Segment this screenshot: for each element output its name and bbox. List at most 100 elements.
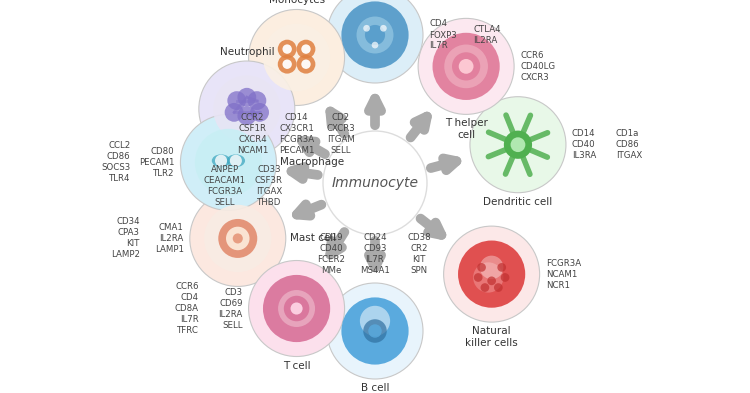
Circle shape <box>444 44 488 88</box>
Circle shape <box>323 131 427 235</box>
Circle shape <box>363 25 370 32</box>
Text: SELL: SELL <box>222 321 242 329</box>
Circle shape <box>360 306 390 336</box>
Circle shape <box>341 298 409 365</box>
Text: FCER2: FCER2 <box>317 255 345 264</box>
Text: ITGAM: ITGAM <box>327 136 355 145</box>
Circle shape <box>296 55 316 73</box>
Text: SOCS3: SOCS3 <box>101 163 130 173</box>
Circle shape <box>215 155 227 167</box>
Text: CD38: CD38 <box>407 233 430 242</box>
Circle shape <box>263 24 330 91</box>
Circle shape <box>474 273 482 282</box>
Text: CD93: CD93 <box>363 244 387 253</box>
Text: CCR6: CCR6 <box>520 51 544 60</box>
Circle shape <box>356 17 394 53</box>
Circle shape <box>227 91 246 110</box>
Circle shape <box>232 233 243 244</box>
Text: FCGR3A: FCGR3A <box>546 259 580 268</box>
Text: IL2RA: IL2RA <box>160 234 184 243</box>
Text: NCAM1: NCAM1 <box>237 147 268 156</box>
Circle shape <box>278 290 315 327</box>
Circle shape <box>226 227 250 250</box>
Circle shape <box>477 263 486 272</box>
Text: CD4: CD4 <box>429 20 447 29</box>
Text: Macrophage: Macrophage <box>280 158 344 167</box>
Text: CD69: CD69 <box>219 299 242 307</box>
Circle shape <box>341 2 409 69</box>
Text: CD86: CD86 <box>616 140 640 149</box>
Text: CSF3R: CSF3R <box>255 176 283 185</box>
Text: B cell: B cell <box>361 383 389 393</box>
Circle shape <box>278 40 296 59</box>
Text: IL7R: IL7R <box>180 315 199 324</box>
Text: Neutrophil: Neutrophil <box>220 47 274 57</box>
Text: CD24: CD24 <box>363 233 387 242</box>
Text: IL2RA: IL2RA <box>473 36 497 45</box>
Text: Monocytes: Monocytes <box>268 0 325 6</box>
Text: CD4: CD4 <box>181 293 199 302</box>
Text: SELL: SELL <box>214 198 235 207</box>
Text: CD40: CD40 <box>572 140 596 149</box>
Circle shape <box>470 97 566 193</box>
Circle shape <box>238 88 256 107</box>
Text: PECAM1: PECAM1 <box>139 158 175 167</box>
Text: T cell: T cell <box>283 360 310 371</box>
Text: Mast cell: Mast cell <box>290 233 336 243</box>
Circle shape <box>418 18 514 114</box>
Circle shape <box>488 276 496 285</box>
Circle shape <box>494 283 502 292</box>
Text: CXCR3: CXCR3 <box>326 125 355 134</box>
Text: IL2RA: IL2RA <box>218 310 242 318</box>
Circle shape <box>190 191 286 286</box>
Text: IL7R: IL7R <box>429 42 448 50</box>
Text: Immunocyte: Immunocyte <box>332 176 419 190</box>
Text: ITGAX: ITGAX <box>256 187 282 196</box>
Text: CMA1: CMA1 <box>159 223 184 232</box>
Text: CD14: CD14 <box>572 129 596 138</box>
Circle shape <box>218 219 257 258</box>
Circle shape <box>504 130 532 159</box>
Circle shape <box>380 25 387 32</box>
Circle shape <box>251 103 269 122</box>
Ellipse shape <box>226 154 245 167</box>
Text: SPN: SPN <box>410 266 428 275</box>
Circle shape <box>213 75 280 143</box>
Ellipse shape <box>211 154 230 167</box>
Text: CD34: CD34 <box>116 217 140 226</box>
Text: TFRC: TFRC <box>177 326 199 335</box>
Circle shape <box>327 0 423 83</box>
Text: NCAM1: NCAM1 <box>546 270 577 279</box>
Text: CXCR4: CXCR4 <box>238 136 267 145</box>
Circle shape <box>365 25 385 45</box>
Circle shape <box>204 205 272 272</box>
Text: LAMP1: LAMP1 <box>154 245 184 254</box>
Circle shape <box>327 283 423 379</box>
Text: MMe: MMe <box>321 266 341 275</box>
Circle shape <box>444 226 540 322</box>
Text: CD33: CD33 <box>257 165 280 174</box>
Text: ITGAX: ITGAX <box>616 151 642 160</box>
Circle shape <box>458 241 525 308</box>
Circle shape <box>473 263 503 293</box>
Circle shape <box>368 324 382 338</box>
Text: CXCR3: CXCR3 <box>520 73 549 82</box>
Circle shape <box>278 55 296 73</box>
Circle shape <box>248 9 344 105</box>
Circle shape <box>238 107 256 125</box>
Circle shape <box>363 319 387 343</box>
Text: MS4A1: MS4A1 <box>360 266 390 275</box>
Text: CPA3: CPA3 <box>118 228 140 237</box>
Circle shape <box>459 59 473 74</box>
Circle shape <box>290 303 302 314</box>
Text: CD80: CD80 <box>151 147 175 156</box>
Text: TLR4: TLR4 <box>109 174 130 184</box>
Text: CCR2: CCR2 <box>241 114 264 123</box>
Text: CCL2: CCL2 <box>108 141 130 151</box>
Text: FOXP3: FOXP3 <box>429 31 457 40</box>
Circle shape <box>302 44 310 54</box>
Text: CD40LG: CD40LG <box>520 62 555 71</box>
Circle shape <box>501 273 509 282</box>
Circle shape <box>248 91 266 110</box>
Text: T helper
cell: T helper cell <box>445 118 488 140</box>
